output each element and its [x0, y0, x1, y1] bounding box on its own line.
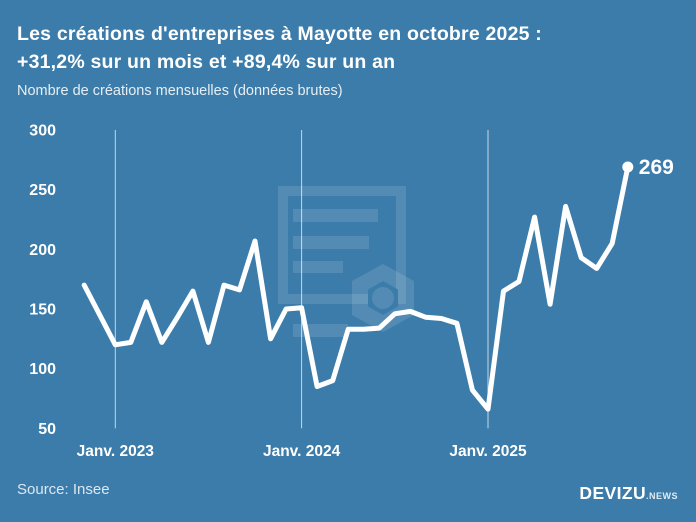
x-axis-tick-label: Janv. 2025 — [449, 443, 527, 460]
watermark-hexagon-hole — [372, 287, 394, 309]
y-axis-tick-label: 250 — [29, 182, 56, 199]
watermark-hexagon-inner — [368, 281, 398, 315]
data-line — [81, 164, 631, 412]
watermark-text-bar — [293, 261, 343, 273]
last-point-marker — [622, 161, 634, 173]
chart-title: Les créations d'entreprises à Mayotte en… — [17, 20, 688, 76]
watermark-text-bar — [293, 209, 378, 222]
source-label: Source: Insee — [17, 481, 110, 498]
watermark-document-frame — [278, 186, 406, 304]
y-axis-tick-label: 200 — [29, 242, 56, 259]
y-axis-tick-label: 150 — [29, 302, 56, 319]
x-axis-tick-label: Janv. 2024 — [263, 443, 341, 460]
chart-title-line1: Les créations d'entreprises à Mayotte en… — [17, 23, 542, 45]
watermark-text-bar — [293, 236, 369, 249]
y-axis-tick-label: 50 — [38, 421, 56, 438]
plot-area: Janv. 2023 Janv. 2024 Janv. 2025 50 100 150 20… — [29, 123, 674, 461]
y-axis-tick-label: 300 — [29, 123, 56, 140]
chart-header: Les créations d'entreprises à Mayotte en… — [17, 20, 688, 99]
devizu-logo: DEVIZU.NEWS — [579, 483, 678, 504]
chart-title-line2: +31,2% sur un mois et +89,4% sur un an — [17, 51, 396, 73]
devizu-logo-main: DEVIZU — [579, 483, 646, 503]
devizu-logo-suffix: .NEWS — [645, 491, 678, 501]
x-axis-tick-label: Janv. 2023 — [77, 443, 155, 460]
last-value-label: 269 — [639, 156, 674, 179]
chart-subtitle: Nombre de créations mensuelles (données … — [17, 83, 343, 99]
y-axis-tick-label: 100 — [29, 361, 56, 378]
